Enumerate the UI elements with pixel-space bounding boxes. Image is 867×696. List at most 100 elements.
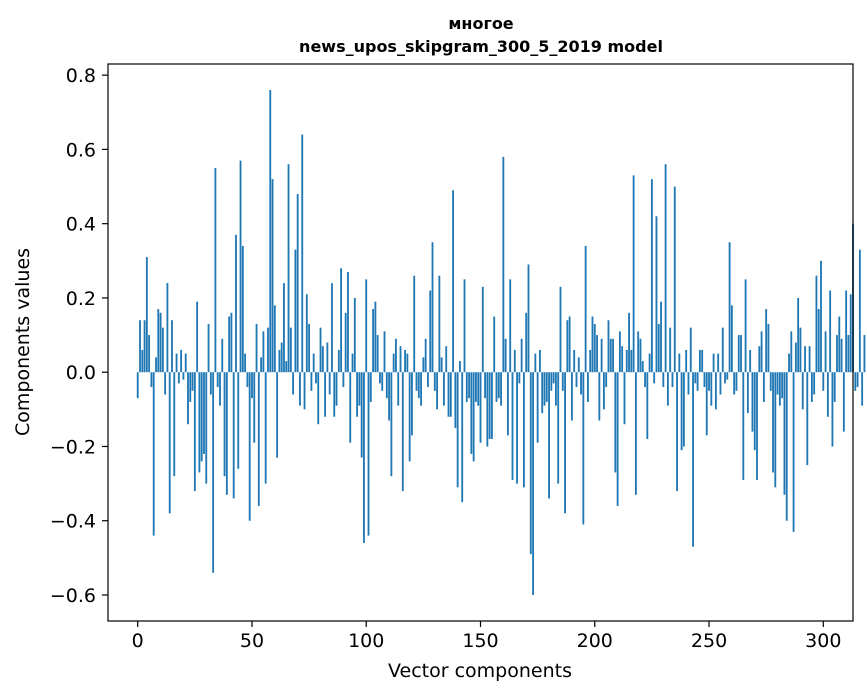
bar	[363, 372, 365, 544]
bar	[145, 257, 148, 373]
bar	[577, 357, 580, 373]
bar	[141, 349, 144, 373]
bar	[351, 353, 354, 373]
bar	[445, 346, 448, 373]
bar	[337, 349, 340, 373]
bar	[580, 372, 582, 395]
bar	[310, 372, 313, 391]
bar	[717, 353, 720, 373]
bar	[193, 372, 196, 492]
bar	[328, 372, 331, 395]
bar	[399, 346, 402, 373]
y-tick-label: 0.4	[66, 214, 96, 236]
bar	[264, 372, 267, 484]
bar	[861, 372, 864, 406]
bar	[340, 268, 343, 373]
bar	[477, 372, 480, 406]
bar	[612, 338, 614, 373]
bar	[287, 164, 290, 373]
bar	[456, 372, 459, 488]
bar	[571, 372, 573, 421]
bar	[641, 361, 644, 373]
bar	[751, 372, 754, 432]
bar	[333, 372, 336, 417]
bar	[653, 372, 656, 384]
bar	[634, 372, 637, 495]
bar	[486, 372, 489, 447]
bar	[788, 353, 790, 373]
bar	[260, 357, 263, 373]
bar	[360, 372, 363, 458]
bar	[685, 349, 688, 373]
bar	[228, 316, 231, 373]
bar	[139, 320, 141, 373]
y-tick-label: −0.2	[50, 436, 96, 458]
bar	[822, 372, 825, 391]
bar	[209, 372, 212, 395]
bar	[308, 323, 311, 373]
bar	[746, 372, 749, 414]
y-tick-label: −0.6	[50, 585, 96, 607]
bar	[431, 242, 434, 373]
bar	[214, 167, 217, 373]
y-tick-label: 0.6	[66, 139, 96, 161]
bar	[673, 186, 676, 373]
bar	[845, 290, 848, 373]
bar	[561, 372, 564, 391]
bar	[408, 372, 411, 462]
bar	[452, 190, 454, 373]
bar	[429, 290, 432, 373]
bar	[621, 346, 624, 373]
bar	[404, 349, 406, 373]
bar	[536, 372, 539, 443]
bar	[465, 372, 468, 402]
bar	[525, 312, 528, 373]
bar	[159, 312, 162, 373]
bar	[356, 372, 359, 417]
x-axis-ticks: 0 50 100 150 200 250 300	[132, 621, 841, 652]
bar	[847, 335, 850, 373]
bar	[507, 372, 509, 436]
bar	[730, 305, 733, 373]
bar	[660, 301, 662, 373]
bar	[534, 353, 537, 373]
bar	[854, 372, 857, 391]
bar	[459, 361, 461, 373]
bar	[605, 372, 608, 388]
bar	[241, 245, 244, 373]
bar	[157, 309, 160, 373]
bar	[778, 372, 781, 406]
bar	[765, 309, 768, 373]
bar	[712, 353, 715, 373]
bar	[767, 323, 770, 373]
bar	[223, 372, 226, 477]
bar	[781, 372, 784, 399]
bar	[406, 353, 409, 373]
bar	[555, 372, 557, 406]
bar	[324, 372, 327, 417]
bar	[708, 372, 710, 391]
bar	[205, 372, 208, 484]
bar	[244, 353, 247, 373]
bar	[742, 372, 745, 480]
bar	[518, 372, 521, 384]
bar	[143, 320, 146, 373]
bar	[527, 264, 530, 373]
bar	[676, 372, 678, 492]
bar	[271, 179, 274, 373]
bar	[413, 275, 416, 373]
bar	[614, 372, 617, 473]
x-tick-label: 300	[805, 630, 841, 652]
bar	[598, 372, 601, 421]
bar	[671, 372, 674, 388]
bar	[303, 372, 306, 410]
bar	[644, 372, 646, 388]
bar	[353, 297, 356, 373]
bar	[219, 372, 221, 406]
y-axis-ticks: −0.6 −0.4 −0.2 0.0 0.2 0.4 0.6 0.8	[50, 65, 108, 607]
bar	[749, 349, 752, 373]
bar	[728, 242, 731, 373]
bar	[797, 297, 800, 373]
bar	[596, 335, 598, 373]
bar	[737, 335, 740, 373]
